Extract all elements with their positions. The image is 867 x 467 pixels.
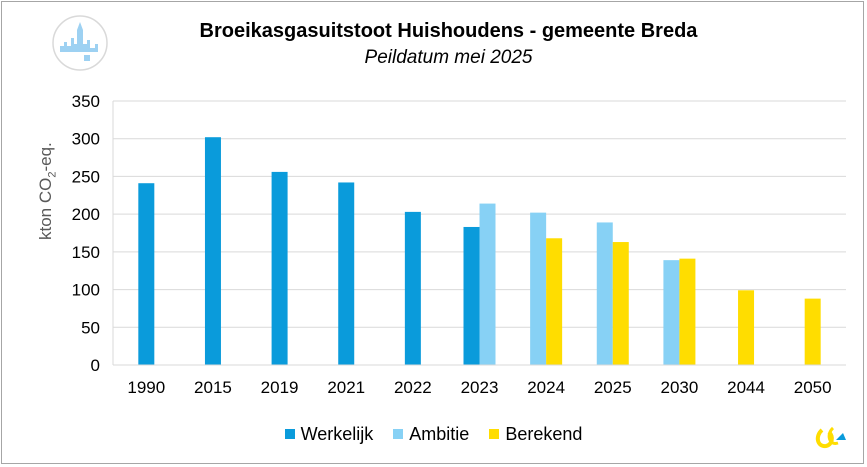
x-tick-label: 2025 [594, 378, 632, 397]
y-tick-label: 150 [72, 243, 100, 262]
y-tick-label: 50 [81, 318, 100, 337]
x-tick-label: 2050 [794, 378, 832, 397]
legend: Werkelijk Ambitie Berekend [0, 423, 867, 445]
legend-swatch [284, 429, 295, 439]
y-tick-label: 0 [91, 356, 100, 375]
bar-werkelijk-2015 [204, 137, 221, 365]
bar-berekend-2044 [738, 290, 755, 365]
x-tick-label: 2019 [261, 378, 299, 397]
bar-ambitie-2030 [663, 260, 680, 365]
legend-label: Ambitie [409, 423, 470, 444]
y-tick-label: 200 [72, 205, 100, 224]
legend-label: Werkelijk [300, 423, 374, 444]
klimaatmonitor-logo [815, 426, 846, 449]
bar-werkelijk-2022 [404, 211, 421, 365]
axes [112, 101, 846, 366]
legend-item-ambitie: Ambitie [393, 424, 469, 445]
bar-berekend-2025 [612, 242, 629, 365]
y-tick-label: 300 [72, 130, 100, 149]
y-tick-label: 250 [72, 167, 100, 186]
bar-werkelijk-2019 [271, 171, 288, 365]
x-tick-label: 1990 [127, 378, 165, 397]
bar-berekend-2030 [679, 258, 696, 365]
legend-item-berekend: Berekend [489, 424, 582, 445]
bar-berekend-2024 [546, 238, 563, 365]
legend-item-werkelijk: Werkelijk [284, 423, 374, 445]
bar-werkelijk-2023 [463, 226, 480, 365]
legend-swatch [489, 429, 500, 439]
x-tick-label: 2024 [527, 378, 565, 397]
y-tick-labels: 0 50 100 150 200 250 300 350 [72, 92, 100, 375]
x-tick-labels: 1990 2015 2019 2021 2022 2023 2024 2025 2030 2044… [127, 378, 831, 397]
y-tick-label: 100 [72, 281, 100, 300]
x-tick-label: 2015 [194, 378, 232, 397]
x-tick-label: 2021 [327, 378, 365, 397]
bar-werkelijk-2021 [338, 182, 355, 365]
bar-ambitie-2023 [479, 203, 496, 365]
bar-ambitie-2024 [530, 212, 547, 365]
y-tick-label: 350 [72, 92, 100, 111]
x-tick-label: 2030 [660, 378, 698, 397]
legend-label: Berekend [505, 423, 583, 444]
x-tick-label: 2044 [727, 378, 765, 397]
breda-skyline-logo [52, 15, 108, 71]
bars [138, 137, 821, 365]
bar-berekend-2050 [804, 298, 821, 365]
legend-swatch [393, 429, 404, 439]
x-tick-label: 2022 [394, 378, 432, 397]
bar-ambitie-2025 [596, 222, 613, 365]
bar-werkelijk-1990 [138, 183, 155, 365]
chart-subtitle: Peildatum mei 2025 [364, 47, 533, 68]
x-tick-label: 2023 [461, 378, 499, 397]
chart-title: Broeikasgasuitstoot Huishoudens - gemeen… [199, 20, 698, 42]
